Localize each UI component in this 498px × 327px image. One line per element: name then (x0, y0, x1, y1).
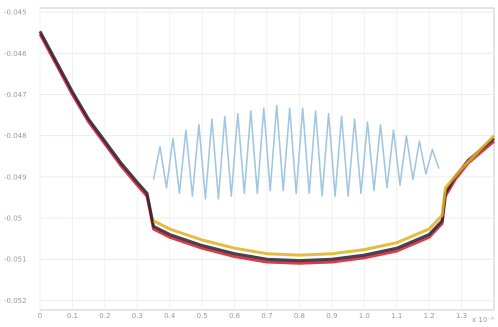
x-axis-scale-note: x 10⁻³ (472, 316, 494, 324)
x-tick-label: 0.8 (294, 312, 305, 320)
y-tick-label: -0.048 (4, 132, 27, 140)
y-tick-label: -0.047 (4, 91, 27, 99)
x-tick-label: 0.4 (164, 312, 176, 320)
y-tick-label: -0.052 (4, 297, 27, 305)
y-tick-label: -0.05 (4, 215, 22, 223)
x-tick-label: 0.1 (67, 312, 78, 320)
x-tick-label: 0.7 (261, 312, 272, 320)
x-tick-label: 0 (38, 312, 42, 320)
y-tick-label: -0.045 (4, 9, 27, 17)
x-tick-label: 0.2 (99, 312, 110, 320)
series-group (38, 30, 496, 265)
x-tick-labels: 0 0.1 0.2 0.3 0.4 0.5 0.6 0.7 0.8 0.9 1.0 1.1 1.2 1.3 (38, 312, 467, 320)
x-tick-label: 1.3 (456, 312, 467, 320)
series-line-3 (152, 104, 440, 200)
x-tick-label: 0.5 (197, 312, 208, 320)
x-tick-label: 1.0 (359, 312, 370, 320)
y-tick-label: -0.046 (4, 50, 27, 58)
x-tick-label: 1.1 (391, 312, 402, 320)
x-tick-label: 0.9 (326, 312, 337, 320)
y-tick-label: -0.049 (4, 173, 27, 181)
x-tick-label: 1.2 (424, 312, 435, 320)
y-tick-labels: -0.045 -0.046 -0.047 -0.048 -0.049 -0.05 -0.05… (4, 9, 27, 305)
series-line-2 (152, 134, 496, 257)
x-tick-label: 0.3 (132, 312, 143, 320)
y-tick-label: -0.051 (4, 256, 27, 264)
x-tick-label: 0.6 (229, 312, 241, 320)
